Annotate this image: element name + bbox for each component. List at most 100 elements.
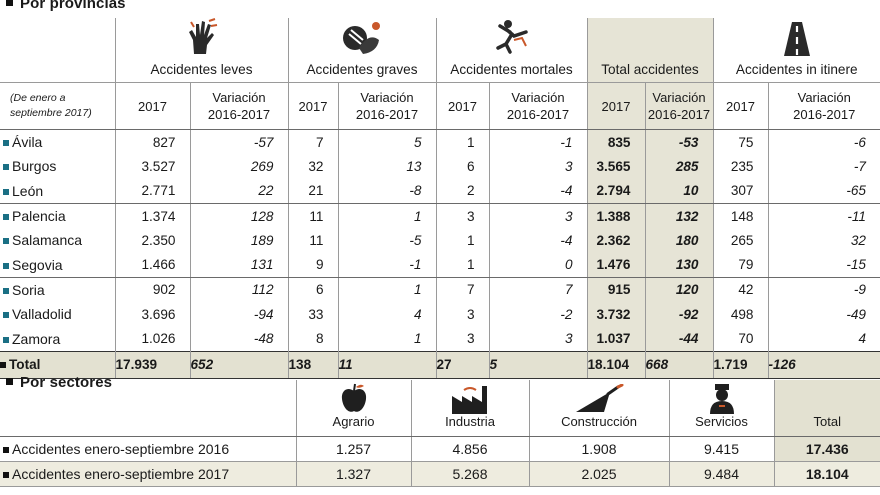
value-cell: 3 [488,326,587,352]
province-name-cell: Soria [0,277,115,302]
value-cell: 22 [189,178,288,204]
col-industria: Industria [410,414,529,437]
province-name: Total [9,357,41,373]
sector-value-cell: 17.436 [773,436,880,462]
sector-row-label: Accidentes enero-septiembre 2016 [12,441,230,457]
value-cell: 21 [287,178,338,204]
value-cell: 3.565 [586,154,645,179]
sector-value-cell: 1.908 [528,436,669,462]
row-bullet [3,472,9,478]
provinces-section-title: Por provincias [6,0,126,12]
variation-label-line2: 2016-2017 [506,107,570,122]
value-cell: 13 [337,154,436,179]
variation-label-line1: Variación [652,90,706,105]
province-name-cell: Valladolid [0,302,115,326]
province-name-cell: Burgos [0,154,115,178]
title-bullet [6,378,13,385]
period-note: (De enero a septiembre 2017) [0,82,115,130]
value-cell: 265 [712,228,768,253]
sectors-title-text: Por sectores [20,374,113,391]
value-cell: 1 [435,252,489,278]
icon-cell-graves [287,18,436,56]
title-bullet [6,0,13,6]
value-cell: 2.794 [586,178,645,204]
province-name: Soria [12,281,45,298]
waiter-icon [709,384,734,414]
value-cell: 138 [287,350,338,379]
row-bullet [3,447,9,453]
icon-cell-itinere [712,18,880,56]
value-cell: 915 [586,277,645,303]
value-cell: 9 [287,252,338,278]
value-cell: 1 [337,277,436,303]
value-cell: -57 [189,129,288,155]
value-cell: -53 [644,129,713,155]
value-cell: 112 [189,277,288,303]
value-cell: 148 [712,203,768,229]
row-bullet [3,140,9,147]
value-cell: 902 [114,277,190,303]
value-cell: 3 [435,203,489,229]
subcol-variation-graves: Variación 2016-2017 [337,82,436,130]
group-itinere: Accidentes in itinere [712,56,880,83]
icon-cell-mortales [435,18,587,56]
value-cell: -11 [767,203,880,229]
value-cell: 668 [644,350,713,379]
sector-value-cell: 5.268 [410,461,529,487]
sector-row: Accidentes enero-septiembre 2016 1.257 4.8… [0,436,880,462]
value-cell: -65 [767,178,880,204]
province-name: Valladolid [12,306,72,323]
road-icon [783,22,810,56]
value-cell: 33 [287,302,338,327]
value-cell: 131 [189,252,288,278]
icon-cell-construccion [528,380,669,414]
icon-cell-total [586,18,713,56]
value-cell: 4 [767,326,880,352]
province-row: León 2.771 22 21 -8 2 -4 2.794 10 307 -65 [0,178,880,204]
value-cell: 269 [189,154,288,179]
value-cell: 3 [488,203,587,229]
value-cell: 32 [767,228,880,253]
sectors-table: Agrario Industria Construcción Servicios… [0,380,880,487]
icon-cell-sect-total [773,380,880,414]
value-cell: 132 [644,203,713,229]
row-bullet [3,214,9,221]
value-cell: -1 [337,252,436,278]
sector-row-label-cell: Accidentes enero-septiembre 2016 [0,436,296,462]
hand-icon [188,18,217,54]
value-cell: 7 [435,277,489,303]
value-cell: 5 [337,129,436,155]
value-cell: -9 [767,277,880,303]
province-name-cell: León [0,178,115,204]
value-cell: 8 [287,326,338,352]
value-cell: 120 [644,277,713,303]
province-name-cell: Salamanca [0,228,115,252]
value-cell: 3 [488,154,587,179]
value-cell: 1.476 [586,252,645,278]
value-cell: 17.939 [114,350,190,379]
value-cell: 1.719 [712,350,768,379]
sector-row-label-cell: Accidentes enero-septiembre 2017 [0,461,296,487]
value-cell: 827 [114,129,190,155]
province-name: Palencia [12,208,66,225]
subcol-year-graves: 2017 [287,82,338,130]
province-row: Zamora 1.026 -48 8 1 3 3 1.037 -44 70 4 [0,326,880,352]
value-cell: -6 [767,129,880,155]
value-cell: 4 [337,302,436,327]
value-cell: 1.466 [114,252,190,278]
group-total: Total accidentes [586,56,713,83]
value-cell: -94 [189,302,288,327]
value-cell: 3.527 [114,154,190,179]
value-cell: 0 [488,252,587,278]
value-cell: 1.374 [114,203,190,229]
sector-value-cell: 9.415 [668,436,774,462]
value-cell: -1 [488,129,587,155]
value-cell: -44 [644,326,713,352]
sector-value-cell: 18.104 [773,461,880,487]
value-cell: -2 [488,302,587,327]
value-cell: 3 [435,302,489,327]
province-row: Burgos 3.527 269 32 13 6 3 3.565 285 235 -7 [0,154,880,179]
row-bullet [3,188,9,195]
row-bullet [3,164,9,171]
subcol-year-mortales: 2017 [435,82,489,130]
